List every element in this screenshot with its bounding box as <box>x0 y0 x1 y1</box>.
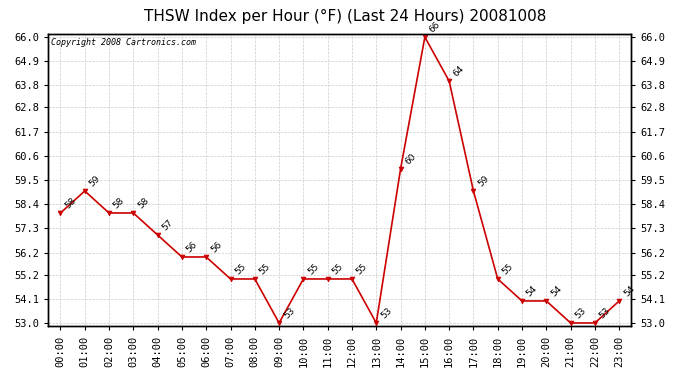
Text: 60: 60 <box>404 152 418 166</box>
Text: 57: 57 <box>160 218 175 232</box>
Text: 54: 54 <box>525 284 539 298</box>
Text: 64: 64 <box>452 64 466 78</box>
Text: 59: 59 <box>476 174 491 188</box>
Text: 56: 56 <box>185 240 199 254</box>
Text: 55: 55 <box>331 262 345 276</box>
Text: 56: 56 <box>209 240 224 254</box>
Text: 58: 58 <box>112 196 126 210</box>
Text: THSW Index per Hour (°F) (Last 24 Hours) 20081008: THSW Index per Hour (°F) (Last 24 Hours)… <box>144 9 546 24</box>
Text: 66: 66 <box>428 20 442 34</box>
Text: 55: 55 <box>257 262 272 276</box>
Text: 53: 53 <box>282 306 297 320</box>
Text: Copyright 2008 Cartronics.com: Copyright 2008 Cartronics.com <box>51 38 196 47</box>
Text: 55: 55 <box>233 262 248 276</box>
Text: 55: 55 <box>355 262 369 276</box>
Text: 53: 53 <box>598 306 612 320</box>
Text: 54: 54 <box>549 284 564 298</box>
Text: 58: 58 <box>136 196 150 210</box>
Text: 55: 55 <box>500 262 515 276</box>
Text: 55: 55 <box>306 262 321 276</box>
Text: 53: 53 <box>379 306 393 320</box>
Text: 53: 53 <box>573 306 588 320</box>
Text: 54: 54 <box>622 284 636 298</box>
Text: 58: 58 <box>63 196 78 210</box>
Text: 59: 59 <box>88 174 102 188</box>
